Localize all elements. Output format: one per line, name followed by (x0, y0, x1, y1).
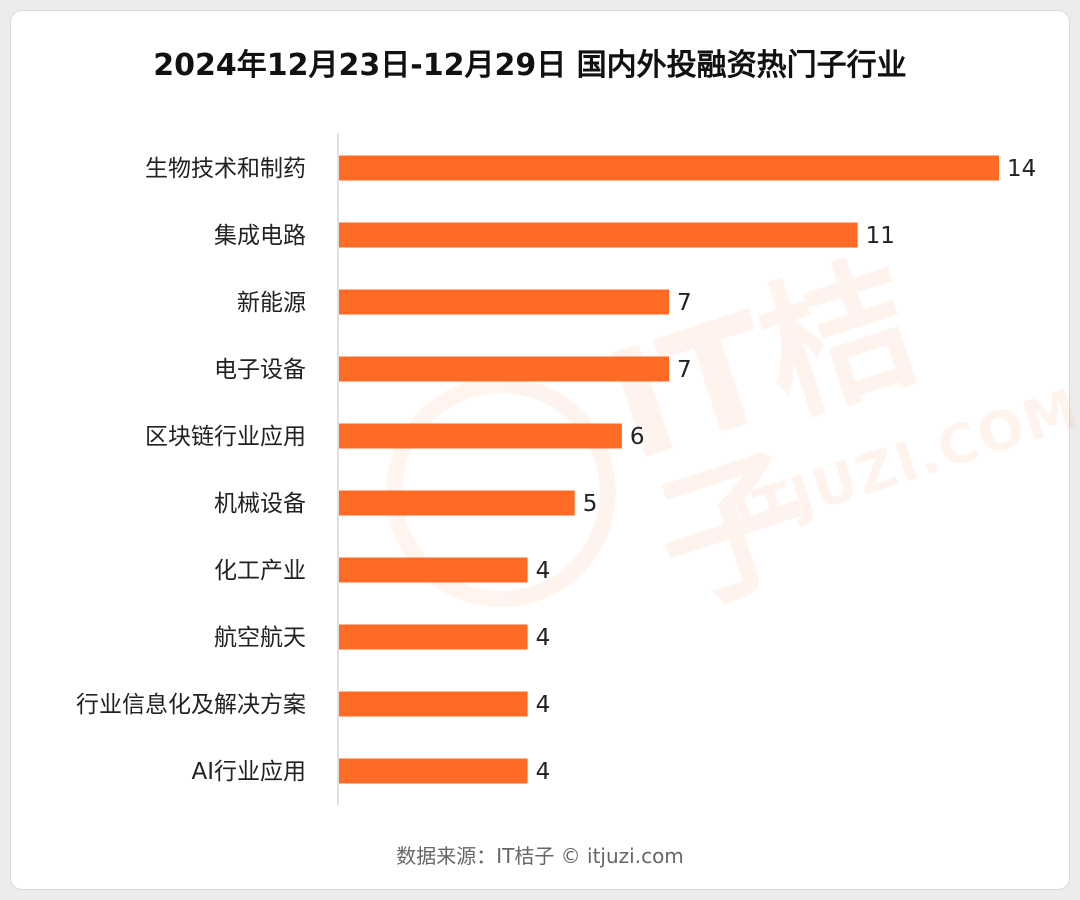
category-label: 化工产业 (214, 558, 306, 584)
bar (339, 557, 528, 583)
value-label: 4 (536, 692, 551, 718)
value-label: 4 (536, 625, 551, 651)
value-label: 14 (1007, 156, 1036, 182)
chart-title: 2024年12月23日-12月29日 国内外投融资热门子行业 (153, 48, 907, 83)
value-label: 6 (630, 424, 645, 450)
category-label: 新能源 (237, 290, 306, 316)
bar (339, 758, 528, 784)
category-label: 电子设备 (214, 357, 306, 383)
bars-group: 生物技术和制药 14 集成电路 11 新能源 7 电子设备 7 区块链行业应用 6 机械设备 5 化工产… (76, 155, 1036, 785)
data-source-footer: 数据来源：IT桔子 © itjuzi.com (396, 844, 684, 868)
category-label: 行业信息化及解决方案 (76, 692, 306, 718)
value-label: 4 (536, 558, 551, 584)
bar (339, 289, 669, 315)
category-label: 航空航天 (214, 625, 306, 651)
category-label: 机械设备 (214, 491, 306, 517)
bar (339, 624, 528, 650)
category-label: 生物技术和制药 (145, 156, 306, 182)
category-label: 区块链行业应用 (145, 424, 306, 450)
bar (339, 155, 999, 181)
value-label: 7 (677, 357, 692, 383)
value-label: 7 (677, 290, 692, 316)
bar (339, 490, 575, 516)
bar (339, 423, 622, 449)
value-label: 11 (866, 223, 895, 249)
category-label: 集成电路 (214, 223, 306, 249)
value-label: 5 (583, 491, 598, 517)
bar (339, 691, 528, 717)
value-label: 4 (536, 759, 551, 785)
category-label: AI行业应用 (191, 759, 306, 785)
bar (339, 222, 858, 248)
bar (339, 356, 669, 382)
